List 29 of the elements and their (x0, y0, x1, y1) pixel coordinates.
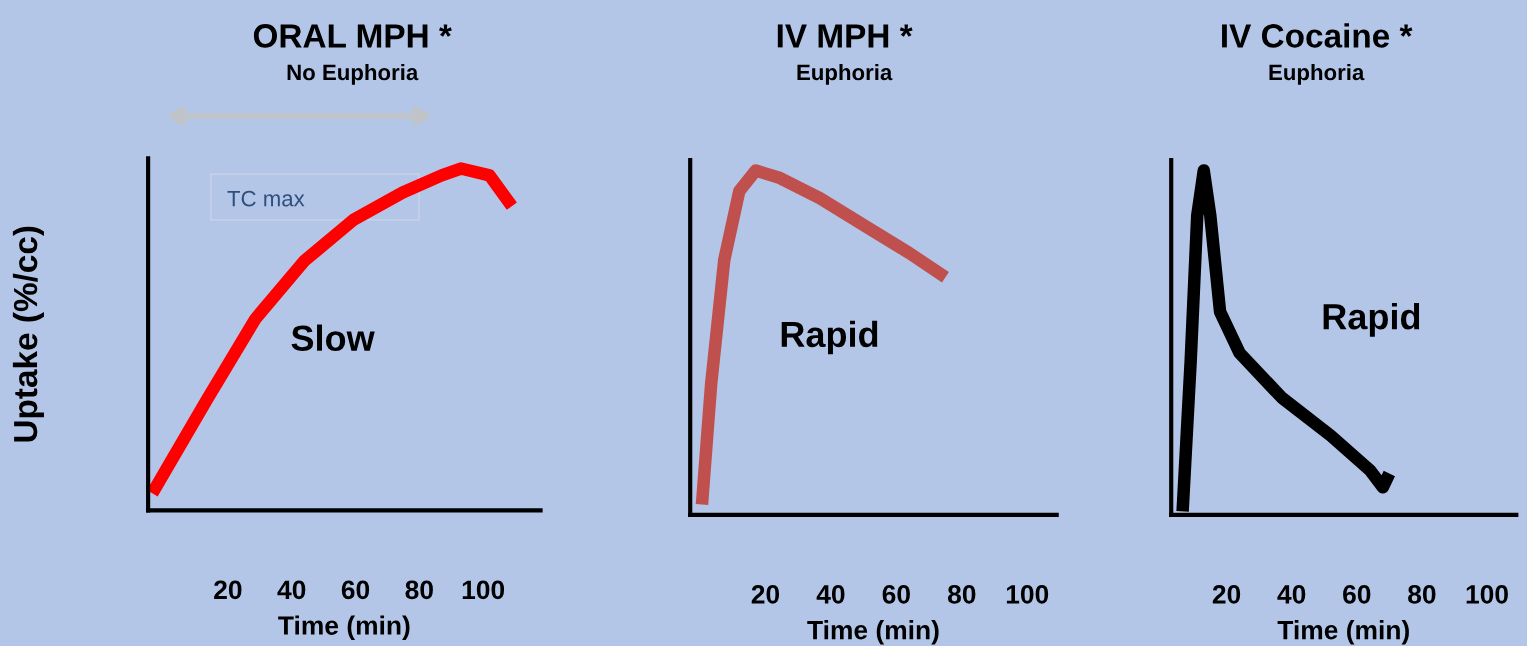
chart-subtitle: Euphoria (1269, 63, 1365, 85)
annotation: Rapid (1323, 302, 1420, 337)
x-tick-label: 80 (1408, 585, 1436, 604)
chart-subtitle: Euphoria (797, 63, 893, 85)
x-tick-label: 40 (816, 585, 845, 604)
x-tick-label: 60 (341, 580, 370, 600)
x-tick-label: 100 (1466, 585, 1508, 604)
x-axis-title: Time (min) (278, 615, 410, 641)
annotation: TC max (227, 190, 305, 207)
x-tick-label: 20 (214, 580, 242, 600)
x-tick-label: 20 (751, 585, 780, 604)
x-tick-label: 40 (1277, 585, 1306, 604)
x-tick-label: 60 (882, 585, 910, 604)
annotation: Rapid (781, 320, 878, 355)
x-tick-label: 100 (1006, 585, 1049, 604)
chart-subtitle: No Euphoria (287, 63, 419, 85)
chart-title: ORAL MPH * (253, 24, 452, 48)
chart-title: IV Cocaine * (1222, 23, 1413, 48)
x-tick-label: 100 (462, 580, 505, 600)
x-axis-title: Time (min) (807, 620, 939, 645)
x-tick-label: 80 (405, 580, 433, 600)
y-axis-title: Uptake (%/cc) (12, 226, 44, 442)
x-tick-label: 80 (947, 585, 976, 604)
x-axis-title: Time (min) (1277, 620, 1409, 645)
chart-title: IV MPH * (777, 24, 913, 48)
x-tick-label: 60 (1343, 585, 1371, 604)
annotation: Slow (291, 324, 375, 352)
x-tick-label: 20 (1212, 585, 1241, 604)
x-tick-label: 40 (277, 580, 306, 600)
